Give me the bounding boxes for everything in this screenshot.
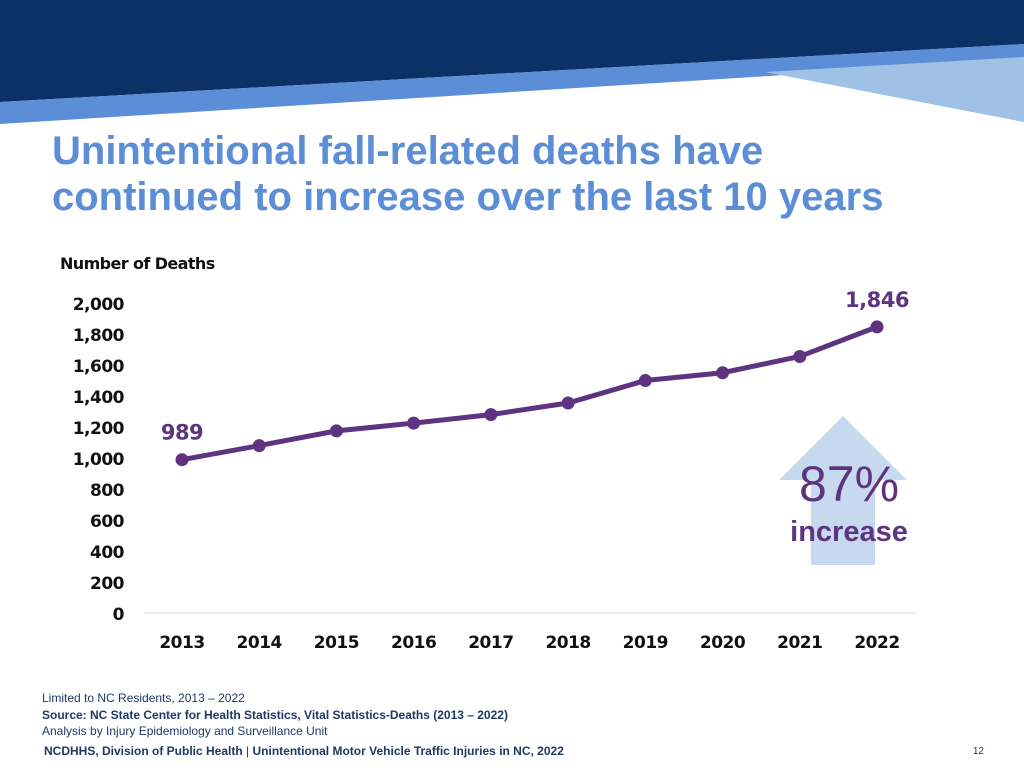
- y-tick-label: 1,200: [73, 419, 125, 439]
- slide-title-line-1: Unintentional fall-related deaths have: [52, 129, 764, 173]
- footer-report-name: Unintentional Motor Vehicle Traffic Inju…: [252, 744, 564, 758]
- slide-title-line-2: continued to increase over the last 10 y…: [52, 175, 884, 219]
- y-tick-label: 0: [113, 605, 125, 625]
- data-point: [484, 408, 498, 422]
- page-number: 12: [972, 746, 984, 757]
- banner-light-wedge: [765, 57, 1024, 122]
- data-label: 1,846: [845, 288, 909, 312]
- footer-note-scope: Limited to NC Residents, 2013 – 2022: [42, 691, 245, 705]
- x-tick-label: 2016: [391, 633, 436, 653]
- banner-dark-band: [0, 0, 1024, 102]
- x-tick-label: 2013: [159, 633, 204, 653]
- footer-org-name: NCDHHS, Division of Public Health: [44, 744, 243, 758]
- data-point: [407, 416, 421, 430]
- footer-analysis: Analysis by Injury Epidemiology and Surv…: [42, 724, 328, 738]
- x-tick-label: 2019: [623, 633, 668, 653]
- footer-organization: NCDHHS, Division of Public Health | Unin…: [44, 744, 564, 758]
- data-point: [716, 366, 730, 380]
- series-line: [179, 324, 880, 463]
- y-tick-label: 1,400: [73, 388, 125, 408]
- y-tick-label: 600: [90, 512, 125, 532]
- y-tick-label: 2,000: [73, 295, 125, 315]
- data-point: [638, 374, 652, 387]
- x-tick-label: 2017: [468, 633, 513, 653]
- x-tick-label: 2018: [545, 633, 590, 653]
- data-point: [870, 320, 884, 334]
- increase-percent: 87%: [799, 456, 899, 512]
- x-tick-label: 2020: [700, 633, 746, 653]
- data-point: [329, 424, 343, 438]
- data-point: [793, 349, 807, 363]
- data-point: [175, 453, 189, 467]
- y-tick-label: 200: [90, 574, 125, 594]
- y-tick-label: 400: [90, 543, 125, 563]
- y-tick-label: 1,000: [73, 450, 125, 470]
- data-point: [252, 439, 266, 453]
- x-tick-label: 2014: [237, 633, 283, 653]
- y-tick-label: 800: [90, 481, 125, 501]
- y-tick-label: 1,600: [73, 357, 125, 377]
- increase-label: increase: [790, 516, 908, 548]
- y-axis-label: Number of Deaths: [60, 254, 215, 273]
- x-tick-label: 2021: [777, 633, 822, 653]
- slide-title: Unintentional fall-related deaths have c…: [52, 128, 992, 220]
- footer-source: Source: NC State Center for Health Stati…: [42, 707, 508, 722]
- data-label: 989: [161, 421, 203, 445]
- data-point: [561, 396, 575, 410]
- x-tick-label: 2022: [854, 633, 899, 653]
- up-arrow-icon: [779, 416, 907, 565]
- y-tick-label: 1,800: [73, 326, 125, 346]
- header-banner: [0, 0, 1024, 124]
- footer-org-separator: |: [242, 744, 253, 758]
- footer-notes: Limited to NC Residents, 2013 – 2022 Sou…: [42, 690, 508, 740]
- x-tick-label: 2015: [314, 633, 359, 653]
- banner-mid-stripe: [0, 44, 1024, 124]
